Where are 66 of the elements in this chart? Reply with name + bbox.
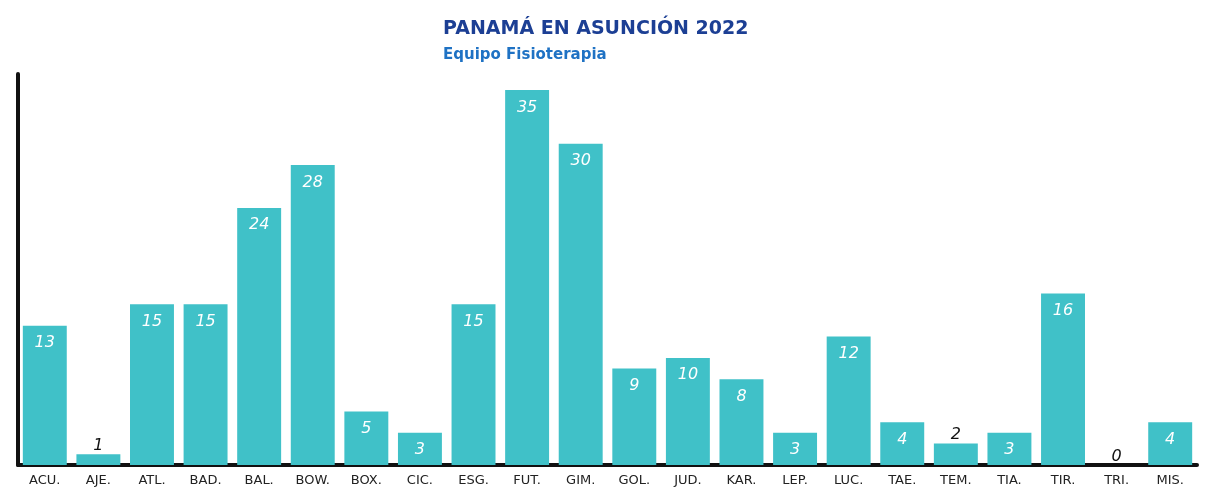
bar [290, 165, 335, 465]
data-label: 12 [838, 342, 859, 362]
bar [344, 411, 389, 465]
bar [987, 432, 1032, 465]
bar [130, 304, 174, 465]
data-label: 16 [1052, 300, 1074, 320]
x-tick-label: KAR. [726, 472, 757, 487]
x-tick-label: TIA. [996, 472, 1022, 487]
data-label: 4 [1165, 428, 1176, 448]
bar [612, 368, 657, 465]
data-label: 2 [950, 424, 961, 444]
x-tick-label: ACU. [29, 472, 61, 487]
data-label: 15 [141, 310, 163, 330]
bar [1041, 293, 1085, 465]
bar [237, 207, 282, 465]
x-tick-label: AJE. [85, 472, 111, 487]
x-tick-label: BOW. [295, 472, 330, 487]
data-label: 15 [195, 310, 216, 330]
x-tick-label: TIR. [1049, 472, 1076, 487]
data-label: 3 [789, 439, 801, 459]
x-tick-label: CIC. [406, 472, 433, 487]
x-tick-label: FUT. [513, 472, 541, 487]
bar [665, 357, 710, 465]
data-label: 5 [361, 417, 372, 437]
x-tick-label: ESG. [458, 472, 489, 487]
data-label: 4 [897, 428, 908, 448]
data-label: 13 [34, 332, 55, 352]
x-tick-label: ATL. [138, 472, 166, 487]
bar [933, 443, 978, 465]
chart-subtitle: Equipo Fisioterapia [443, 44, 607, 63]
data-label: 30 [570, 150, 591, 170]
x-tick-label: BAD. [189, 472, 222, 487]
data-label: 15 [463, 310, 484, 330]
data-label: 3 [1004, 439, 1015, 459]
data-label: 35 [516, 96, 538, 116]
data-label: 3 [414, 439, 426, 459]
x-tick-label: GIM. [566, 472, 596, 487]
bar [397, 432, 442, 465]
bar [451, 304, 496, 465]
x-tick-label: BAL. [244, 472, 274, 487]
x-tick-label: LUC. [834, 472, 864, 487]
data-label: 24 [248, 214, 270, 234]
bar [773, 432, 818, 465]
data-label: 0 [1111, 445, 1122, 465]
data-label: 28 [302, 171, 323, 191]
x-tick-label: JUD. [673, 472, 702, 487]
bar [76, 454, 121, 465]
x-tick-label: BOX. [350, 472, 382, 487]
x-tick-label: TAE. [887, 472, 917, 487]
bar [183, 304, 228, 465]
x-tick-label: LEP. [782, 472, 808, 487]
data-label: 10 [677, 364, 699, 384]
data-label: 1 [93, 434, 104, 454]
bar [1148, 422, 1193, 465]
x-tick-label: MIS. [1156, 472, 1184, 487]
bar [558, 143, 603, 465]
x-tick-label: GOL. [618, 472, 651, 487]
bar [505, 90, 550, 465]
bar [826, 336, 871, 465]
bar [719, 379, 764, 465]
data-label: 9 [629, 375, 640, 395]
data-label: 8 [736, 385, 747, 405]
chart-title: PANAMÁ EN ASUNCIÓN 2022 [443, 14, 749, 38]
x-tick-label: TRI. [1103, 472, 1130, 487]
bar [880, 422, 925, 465]
x-tick-label: TEM. [939, 472, 972, 487]
